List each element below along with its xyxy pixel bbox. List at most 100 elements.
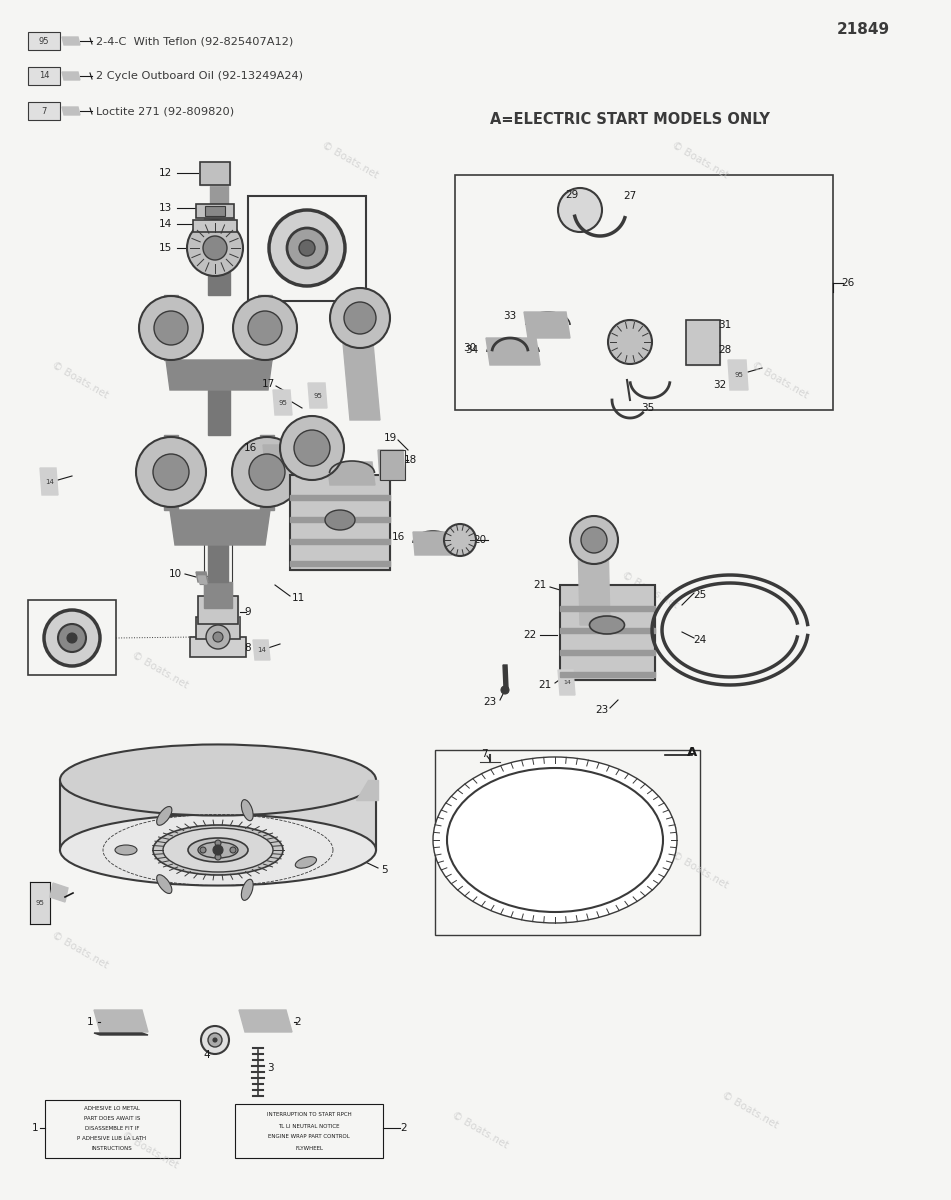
Text: © Boats.net: © Boats.net [720, 1090, 780, 1130]
Text: 14: 14 [159, 218, 171, 229]
Text: 24: 24 [693, 635, 707, 646]
Circle shape [200, 847, 206, 853]
Polygon shape [290, 539, 390, 544]
Ellipse shape [163, 828, 273, 872]
Circle shape [58, 624, 86, 652]
Ellipse shape [157, 806, 172, 826]
Text: 1: 1 [87, 1018, 93, 1027]
Text: 19: 19 [383, 433, 397, 443]
Polygon shape [198, 576, 207, 584]
Text: 21: 21 [534, 580, 547, 590]
Text: 16: 16 [392, 532, 404, 542]
Polygon shape [94, 1033, 148, 1034]
Text: © Boats.net: © Boats.net [130, 649, 190, 690]
Polygon shape [208, 390, 230, 434]
Bar [248, 196, 366, 301]
Text: 2-4-C  With Teflon (92-825407A12): 2-4-C With Teflon (92-825407A12) [96, 36, 293, 46]
Text: 3: 3 [266, 1063, 273, 1073]
Circle shape [206, 625, 230, 649]
Text: A: A [687, 745, 697, 758]
Ellipse shape [188, 838, 248, 862]
Text: A=ELECTRIC START MODELS ONLY: A=ELECTRIC START MODELS ONLY [490, 113, 770, 127]
Circle shape [201, 1026, 229, 1054]
Polygon shape [62, 72, 80, 80]
Polygon shape [258, 295, 272, 360]
Text: P ADHESIVE LUB LA LATH: P ADHESIVE LUB LA LATH [77, 1135, 146, 1140]
Polygon shape [524, 312, 570, 338]
Text: 15: 15 [159, 242, 171, 253]
Text: © Boats.net: © Boats.net [120, 1129, 180, 1170]
Circle shape [280, 416, 344, 480]
Ellipse shape [325, 510, 355, 530]
Circle shape [299, 240, 315, 256]
Polygon shape [204, 218, 234, 248]
Ellipse shape [60, 815, 376, 886]
Text: © Boats.net: © Boats.net [50, 930, 110, 971]
Text: © Boats.net: © Boats.net [50, 360, 110, 401]
Circle shape [213, 632, 223, 642]
Text: 30: 30 [463, 343, 476, 353]
Text: 20: 20 [474, 535, 487, 545]
Circle shape [213, 845, 223, 854]
Polygon shape [728, 360, 748, 390]
Ellipse shape [433, 757, 677, 923]
Polygon shape [560, 606, 655, 611]
Text: 22: 22 [523, 630, 536, 640]
Bar [196, 204, 234, 218]
Polygon shape [290, 517, 390, 522]
Bar [235, 1104, 383, 1158]
Circle shape [44, 610, 100, 666]
Circle shape [444, 524, 476, 556]
Text: 23: 23 [483, 697, 496, 707]
Circle shape [230, 847, 236, 853]
Text: © Boats.net: © Boats.net [750, 360, 810, 401]
Polygon shape [239, 1010, 292, 1032]
Polygon shape [503, 665, 508, 688]
Circle shape [153, 454, 189, 490]
Polygon shape [30, 882, 50, 924]
Bar [28, 600, 116, 674]
Text: 32: 32 [713, 380, 727, 390]
Text: 8: 8 [244, 643, 251, 653]
Polygon shape [50, 883, 68, 902]
Text: ENGINE WRAP PART CONTROL: ENGINE WRAP PART CONTROL [268, 1134, 350, 1140]
Polygon shape [208, 540, 228, 582]
Circle shape [269, 210, 345, 286]
Text: 14: 14 [46, 479, 54, 485]
Bar [196, 617, 240, 638]
Text: 95: 95 [39, 36, 49, 46]
Text: 5: 5 [381, 865, 388, 875]
Polygon shape [290, 494, 390, 500]
Circle shape [558, 188, 602, 232]
Circle shape [570, 516, 618, 564]
Text: 95: 95 [734, 372, 744, 378]
Polygon shape [94, 1010, 148, 1032]
Text: 11: 11 [291, 593, 304, 602]
Circle shape [581, 527, 607, 553]
Text: 12: 12 [159, 168, 171, 178]
Ellipse shape [157, 875, 172, 894]
Text: 6: 6 [607, 833, 613, 842]
Text: 14: 14 [258, 647, 266, 653]
Polygon shape [560, 628, 655, 634]
Polygon shape [413, 532, 452, 554]
Text: TL LI NEUTRAL NOTICE: TL LI NEUTRAL NOTICE [279, 1123, 340, 1128]
Polygon shape [260, 434, 274, 510]
Polygon shape [560, 672, 655, 677]
Bar [686, 320, 720, 365]
Bar [200, 162, 230, 185]
Polygon shape [340, 310, 380, 420]
Text: 29: 29 [566, 190, 578, 200]
Text: 16: 16 [301, 463, 315, 473]
Polygon shape [263, 445, 300, 464]
Text: 95: 95 [314, 392, 322, 398]
Polygon shape [210, 186, 228, 218]
Ellipse shape [115, 845, 137, 854]
Polygon shape [378, 450, 405, 480]
Circle shape [208, 1033, 222, 1046]
Bar [290, 475, 390, 570]
Circle shape [154, 311, 188, 346]
Circle shape [203, 236, 227, 260]
Polygon shape [356, 780, 378, 800]
Circle shape [287, 228, 327, 268]
